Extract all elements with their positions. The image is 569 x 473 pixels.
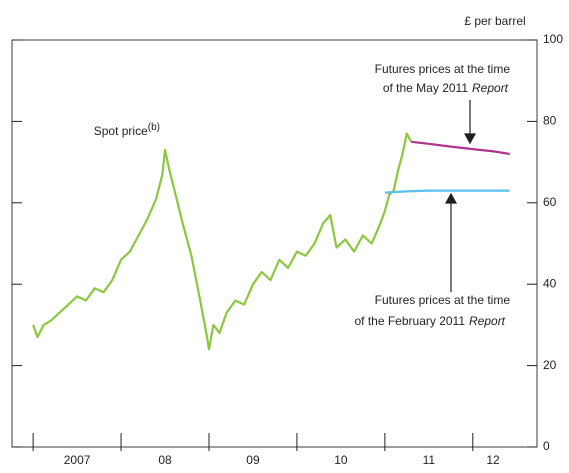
arrowhead	[463, 133, 477, 145]
y-tick-label: 80	[543, 114, 557, 128]
annotation: Spot price(b)	[94, 122, 160, 139]
arrows	[444, 100, 477, 292]
annotation: Futures prices at the time	[375, 62, 511, 76]
series-line	[384, 189, 510, 194]
x-tick-label: 09	[246, 453, 260, 467]
x-tick-label: 11	[423, 453, 436, 467]
annotation: Report	[472, 81, 509, 95]
series-line	[411, 140, 510, 156]
annotation: Futures prices at the time	[375, 293, 511, 307]
x-tick-label: 12	[486, 453, 500, 467]
x-tick-label: 2007	[64, 453, 91, 467]
axis-unit: £ per barrel	[464, 14, 525, 28]
x-tick-label: 10	[334, 453, 348, 467]
plot-frame	[11, 39, 538, 448]
y-tick-label: 0	[543, 439, 550, 453]
y-tick-label: 100	[543, 32, 563, 46]
x-tick-label: 08	[158, 453, 172, 467]
annotation: Report	[469, 314, 506, 328]
annotation: of the February 2011	[354, 314, 465, 328]
series-line	[32, 132, 413, 351]
annotation-superscript: (b)	[148, 122, 160, 133]
y-tick-label: 20	[543, 358, 557, 372]
arrowhead	[444, 192, 458, 204]
annotation-text: Spot price	[94, 124, 148, 138]
y-tick-label: 60	[543, 195, 557, 209]
y-tick-label: 40	[543, 276, 557, 290]
annotation: of the May 2011	[383, 81, 468, 95]
